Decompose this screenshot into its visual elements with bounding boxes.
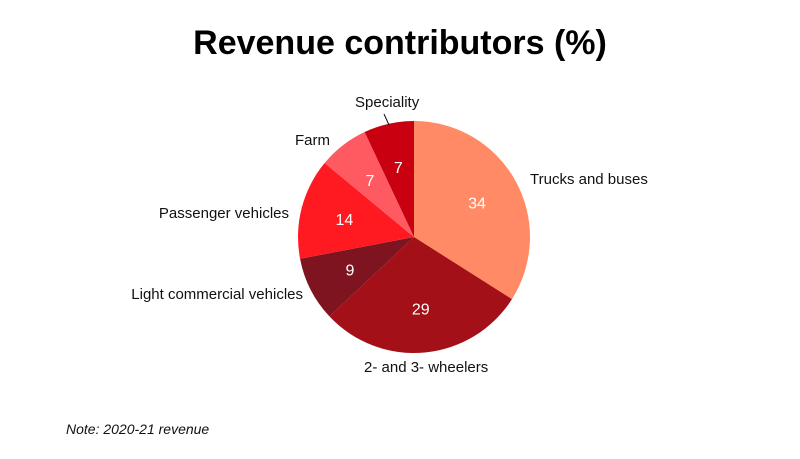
data-label: 7 [365,173,374,190]
data-label: 7 [394,160,403,177]
data-label: 29 [412,302,430,319]
chart-note: Note: 2020-21 revenue [66,421,210,437]
label-passenger-vehicles: Passenger vehicles [158,205,289,222]
pie-slice-passenger-vehicles [298,163,414,259]
label-speciality: Speciality [355,94,420,111]
label-farm: Farm [295,132,330,149]
pie-slice-2-and-3-wheelers [329,237,512,353]
chart-title: Revenue contributors (%) [193,24,607,62]
pie-slice-trucks-and-buses [414,121,530,300]
label-2-and-3-wheelers: 2- and 3- wheelers [364,359,489,376]
pie-slice-light-commercial-vehicles [300,237,414,317]
label-light-commercial-vehicles: Light commercial vehicles [131,286,303,303]
data-label: 34 [468,195,486,212]
pie-slice-speciality [364,121,414,237]
label-trucks-and-buses: Trucks and buses [530,171,648,188]
pie-slice-farm [324,132,414,237]
speciality-leader-line [383,113,390,126]
data-label: 9 [345,263,354,280]
data-label: 14 [335,212,353,229]
